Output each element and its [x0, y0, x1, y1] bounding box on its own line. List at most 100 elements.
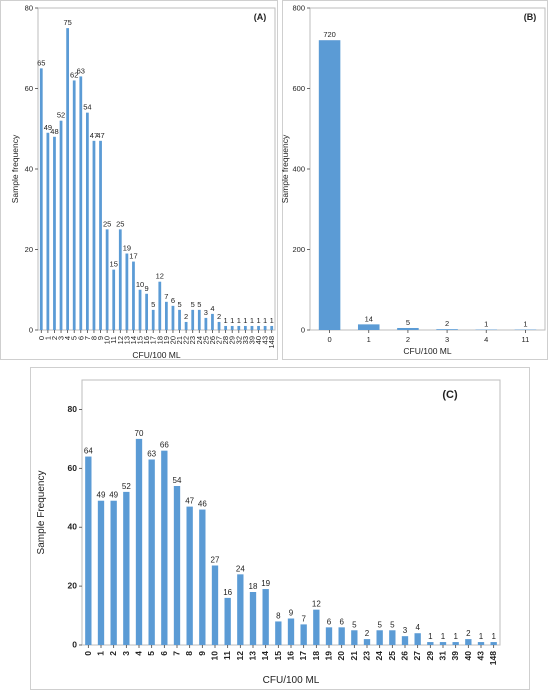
- data-label: 9: [289, 609, 294, 618]
- x-tick-label: 27: [412, 651, 422, 661]
- x-tick-label: 5: [70, 336, 79, 340]
- data-label: 1: [523, 320, 527, 329]
- data-label: 4: [415, 623, 420, 632]
- data-label: 2: [365, 629, 370, 638]
- data-label: 2: [217, 312, 221, 321]
- data-label: 49: [44, 123, 52, 132]
- bar: [465, 639, 472, 645]
- data-label: 720: [323, 30, 336, 39]
- data-label: 1: [479, 632, 484, 641]
- data-label: 46: [198, 500, 207, 509]
- y-tick-label: 20: [68, 581, 78, 591]
- panel-label: (B): [524, 12, 537, 22]
- bar: [110, 500, 117, 645]
- x-tick-label: 24: [195, 336, 204, 344]
- data-label: 66: [160, 441, 169, 450]
- data-label: 2: [466, 629, 471, 638]
- x-axis-label: CFU/100 ML: [263, 675, 320, 686]
- data-label: 7: [164, 292, 168, 301]
- bar: [397, 327, 419, 330]
- x-tick-label: 18: [311, 651, 321, 661]
- bar: [376, 630, 383, 645]
- data-label: 12: [312, 600, 321, 609]
- x-tick-label: 14: [260, 651, 270, 661]
- x-tick-label: 18: [155, 336, 164, 344]
- x-tick-label: 9: [96, 336, 105, 340]
- x-tick-label: 13: [122, 336, 131, 344]
- x-tick-label: 2: [50, 336, 59, 340]
- panel-frame: [30, 367, 530, 690]
- bar: [287, 618, 295, 645]
- bar: [66, 28, 70, 330]
- data-label: 47: [96, 131, 104, 140]
- bar: [46, 132, 50, 330]
- x-tick-label: 29: [228, 336, 237, 344]
- x-tick-label: 9: [197, 651, 207, 656]
- x-tick-label: 0: [327, 335, 331, 344]
- x-tick-label: 11: [109, 336, 118, 344]
- data-label: 1: [270, 316, 274, 325]
- y-tick-label: 40: [25, 165, 33, 174]
- y-axis-label: Sample Frequency: [36, 471, 47, 555]
- data-label: 48: [50, 127, 58, 136]
- y-tick-label: 400: [292, 165, 305, 174]
- data-label: 8: [276, 611, 281, 620]
- data-label: 49: [97, 491, 106, 500]
- data-label: 65: [37, 58, 45, 67]
- bar: [211, 565, 219, 645]
- x-tick-label: 0: [83, 651, 93, 656]
- x-tick-label: 28: [221, 336, 230, 344]
- bar: [351, 630, 358, 645]
- bar: [148, 459, 155, 645]
- x-tick-label: 16: [142, 336, 151, 344]
- x-tick-label: 32: [234, 336, 243, 344]
- x-tick-label: 14: [129, 336, 138, 344]
- bar: [318, 40, 341, 330]
- bar: [97, 500, 105, 645]
- data-label: 4: [210, 304, 214, 313]
- x-tick-label: 13: [248, 651, 258, 661]
- data-label: 19: [261, 579, 270, 588]
- bar: [427, 642, 434, 645]
- chart-c: 0204060806404914925237046356665474784692…: [30, 367, 530, 690]
- bar: [132, 261, 135, 330]
- bar: [138, 289, 142, 330]
- bar: [204, 317, 208, 330]
- x-tick-label: 1: [96, 651, 106, 656]
- data-label: 1: [224, 316, 228, 325]
- data-label: 63: [147, 450, 156, 459]
- bar: [237, 574, 244, 645]
- data-label: 9: [145, 284, 149, 293]
- x-tick-label: 2: [406, 335, 410, 344]
- bar: [300, 624, 307, 645]
- x-axis-label: CFU/100 ML: [132, 350, 180, 360]
- x-tick-label: 2: [108, 651, 118, 656]
- x-tick-label: 7: [83, 336, 92, 340]
- y-axis-label: Sample frequency: [280, 134, 290, 203]
- data-label: 1: [250, 316, 254, 325]
- bar: [125, 253, 129, 330]
- x-tick-label: 39: [247, 336, 256, 344]
- bar: [325, 627, 333, 645]
- bar: [72, 80, 76, 330]
- x-tick-label: 40: [254, 336, 263, 344]
- bar: [357, 324, 380, 330]
- x-tick-label: 17: [149, 336, 158, 344]
- x-tick-label: 1: [43, 336, 52, 340]
- bar: [145, 293, 149, 330]
- data-label: 1: [491, 632, 496, 641]
- y-axis-label: Sample frequency: [10, 134, 20, 203]
- y-tick-label: 200: [292, 245, 305, 254]
- bar: [490, 642, 497, 645]
- x-tick-label: 12: [116, 336, 125, 344]
- data-label: 3: [204, 308, 208, 317]
- bar: [53, 136, 56, 330]
- bar: [257, 325, 260, 330]
- x-tick-label: 8: [89, 336, 98, 340]
- bar: [161, 450, 168, 645]
- data-label: 24: [236, 564, 245, 573]
- data-label: 1: [230, 316, 234, 325]
- y-tick-label: 800: [292, 4, 305, 13]
- data-label: 1: [243, 316, 247, 325]
- x-tick-label: 4: [484, 335, 488, 344]
